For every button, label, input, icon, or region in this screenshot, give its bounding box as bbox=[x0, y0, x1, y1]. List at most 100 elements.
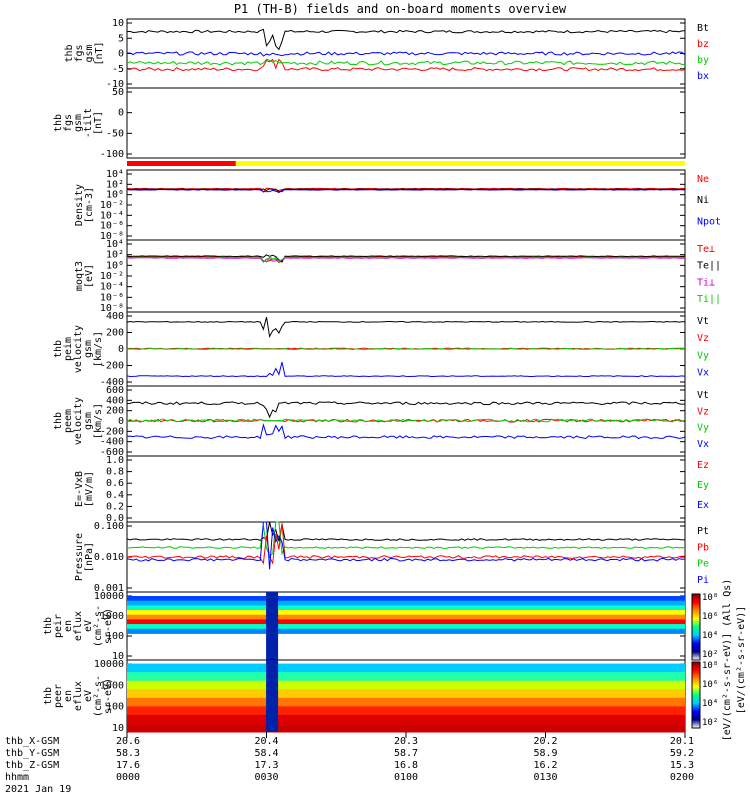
y-tick-label: 10⁻² bbox=[100, 271, 124, 282]
panel-ylabel-line: Pressure bbox=[74, 533, 85, 581]
series-Vt bbox=[126, 401, 686, 419]
y-tick-label: 0.0 bbox=[106, 513, 124, 524]
panel-frame bbox=[126, 455, 686, 523]
panel-ylabel-line: eV bbox=[83, 690, 94, 702]
series-Pe bbox=[126, 521, 686, 556]
y-tick-label: 0.6 bbox=[106, 478, 124, 489]
legend-Vz: Vz bbox=[697, 406, 709, 417]
x-tick-time: 0100 bbox=[394, 772, 418, 783]
series-bx bbox=[126, 51, 686, 57]
y-tick-label: 0.4 bbox=[106, 490, 124, 501]
panel-ylabel-line: [mV/m] bbox=[84, 471, 95, 507]
spectrogram-band bbox=[127, 672, 685, 682]
x-row-label: 2021 Jan 19 bbox=[5, 784, 71, 795]
y-tick-label: 0.001 bbox=[94, 583, 124, 594]
y-tick-label: -400 bbox=[100, 437, 124, 448]
panel-ylabel-line: -tilt bbox=[83, 108, 94, 138]
panel-frame bbox=[126, 239, 686, 313]
mode-bar bbox=[127, 161, 685, 166]
x-tick-Y: 59.2 bbox=[670, 748, 694, 759]
series-Pb bbox=[126, 523, 686, 565]
panel-fgs: thb fgs gsm [nT] 10 5 0 -5 -10 Bt bz by bx bbox=[64, 18, 709, 90]
panel-ylabel-line: thb bbox=[43, 687, 54, 705]
x-row-label: hhmm bbox=[5, 772, 29, 783]
x-tick-X: 20.3 bbox=[394, 736, 418, 747]
spectrogram-band bbox=[127, 614, 685, 620]
panel-ylabel-line: thb bbox=[43, 617, 54, 635]
y-tick-label: -50 bbox=[106, 128, 124, 139]
panel-ylabel-line: moqt3 bbox=[74, 261, 85, 291]
colorbar-upper bbox=[691, 593, 701, 661]
y-tick-label: 10⁻⁶ bbox=[100, 292, 124, 303]
y-tick-label: 10000 bbox=[94, 591, 124, 602]
spectrogram-band bbox=[127, 697, 685, 707]
panel-ylabel-line: thb bbox=[64, 44, 75, 62]
colorbar-tick: 10⁴ bbox=[702, 699, 718, 709]
spectrogram-band bbox=[127, 714, 685, 724]
y-tick-label: 0.2 bbox=[106, 501, 124, 512]
panel-ylabel-line: [nT] bbox=[94, 41, 105, 65]
legend-Ez: Ez bbox=[697, 460, 709, 471]
spectrogram-band bbox=[127, 689, 685, 699]
y-tick-label: -600 bbox=[100, 447, 124, 458]
colorbar-tick: 10⁸ bbox=[702, 593, 718, 603]
legend-Ey: Ey bbox=[697, 480, 709, 491]
legend-Bt: Bt bbox=[697, 23, 709, 34]
colorbar-tick: 10² bbox=[702, 650, 718, 660]
colorbar-tick: 10⁶ bbox=[702, 680, 718, 690]
y-tick-label: 1000 bbox=[100, 680, 124, 691]
legend-by: by bbox=[697, 55, 709, 66]
x-tick-Z: 16.2 bbox=[533, 760, 557, 771]
legend-Ti||: Ti|| bbox=[697, 294, 721, 305]
panel-frame bbox=[126, 169, 686, 241]
panel-ylabel-line: [km/s] bbox=[93, 403, 104, 439]
panel-ylabel-line: sr-eV) bbox=[103, 608, 114, 644]
colorbar-tick: 10⁶ bbox=[702, 612, 718, 622]
panel-ylabel-line: fgs bbox=[63, 114, 74, 132]
colorbar-tick: 10⁴ bbox=[702, 631, 718, 641]
y-tick-label: 0 bbox=[118, 49, 124, 60]
legend-bz: bz bbox=[697, 39, 709, 50]
y-tick-label: 10⁰ bbox=[106, 260, 124, 271]
y-tick-label: 10⁻⁴ bbox=[100, 210, 124, 221]
x-tick-Y: 58.4 bbox=[254, 748, 278, 759]
y-tick-label: -400 bbox=[100, 377, 124, 388]
panel-ylabel-line: fgs bbox=[74, 44, 85, 62]
y-tick-label: -200 bbox=[100, 426, 124, 437]
legend-Vz: Vz bbox=[697, 333, 709, 344]
spectrogram-band bbox=[127, 706, 685, 716]
spectrogram-band bbox=[127, 619, 685, 625]
legend-Ni: Ni bbox=[697, 195, 709, 206]
series-Vy bbox=[126, 347, 686, 351]
legend-Pt: Pt bbox=[697, 526, 709, 537]
y-tick-label: 100 bbox=[106, 702, 124, 713]
y-tick-label: 10⁻⁸ bbox=[100, 303, 124, 314]
y-tick-label: 1000 bbox=[100, 611, 124, 622]
x-tick-Z: 17.3 bbox=[254, 760, 278, 771]
panel-ylabel-line: [nT] bbox=[93, 111, 104, 135]
series-Vx bbox=[126, 361, 686, 378]
x-tick-Z: 16.8 bbox=[394, 760, 418, 771]
series-Ti|| bbox=[126, 255, 686, 263]
y-tick-label: 0 bbox=[118, 416, 124, 427]
y-tick-label: -200 bbox=[100, 361, 124, 372]
mode-bar-first bbox=[127, 161, 236, 166]
y-tick-label: 10⁰ bbox=[106, 190, 124, 201]
panel-ylabel-line: gsm bbox=[83, 340, 94, 358]
legend-bx: bx bbox=[697, 71, 709, 82]
colorbar-tick: 10⁸ bbox=[702, 661, 718, 671]
x-row-label: thb_Y-GSM bbox=[5, 748, 59, 759]
y-tick-label: 10⁻⁴ bbox=[100, 282, 124, 293]
legend-Vy: Vy bbox=[697, 423, 709, 434]
spectrogram-band bbox=[127, 723, 685, 733]
series-bz bbox=[126, 58, 686, 72]
x-tick-Y: 58.3 bbox=[116, 748, 140, 759]
y-tick-label: 0 bbox=[118, 344, 124, 355]
panel-ylabel-line: thb bbox=[53, 412, 64, 430]
panel-ylabel-line: peir bbox=[53, 614, 64, 638]
panel-ylabel-line: gsm bbox=[83, 412, 94, 430]
x-tick-Z: 15.3 bbox=[670, 760, 694, 771]
panel-ylabel-line: [cm-3] bbox=[84, 187, 95, 223]
x-tick-Y: 58.9 bbox=[533, 748, 557, 759]
